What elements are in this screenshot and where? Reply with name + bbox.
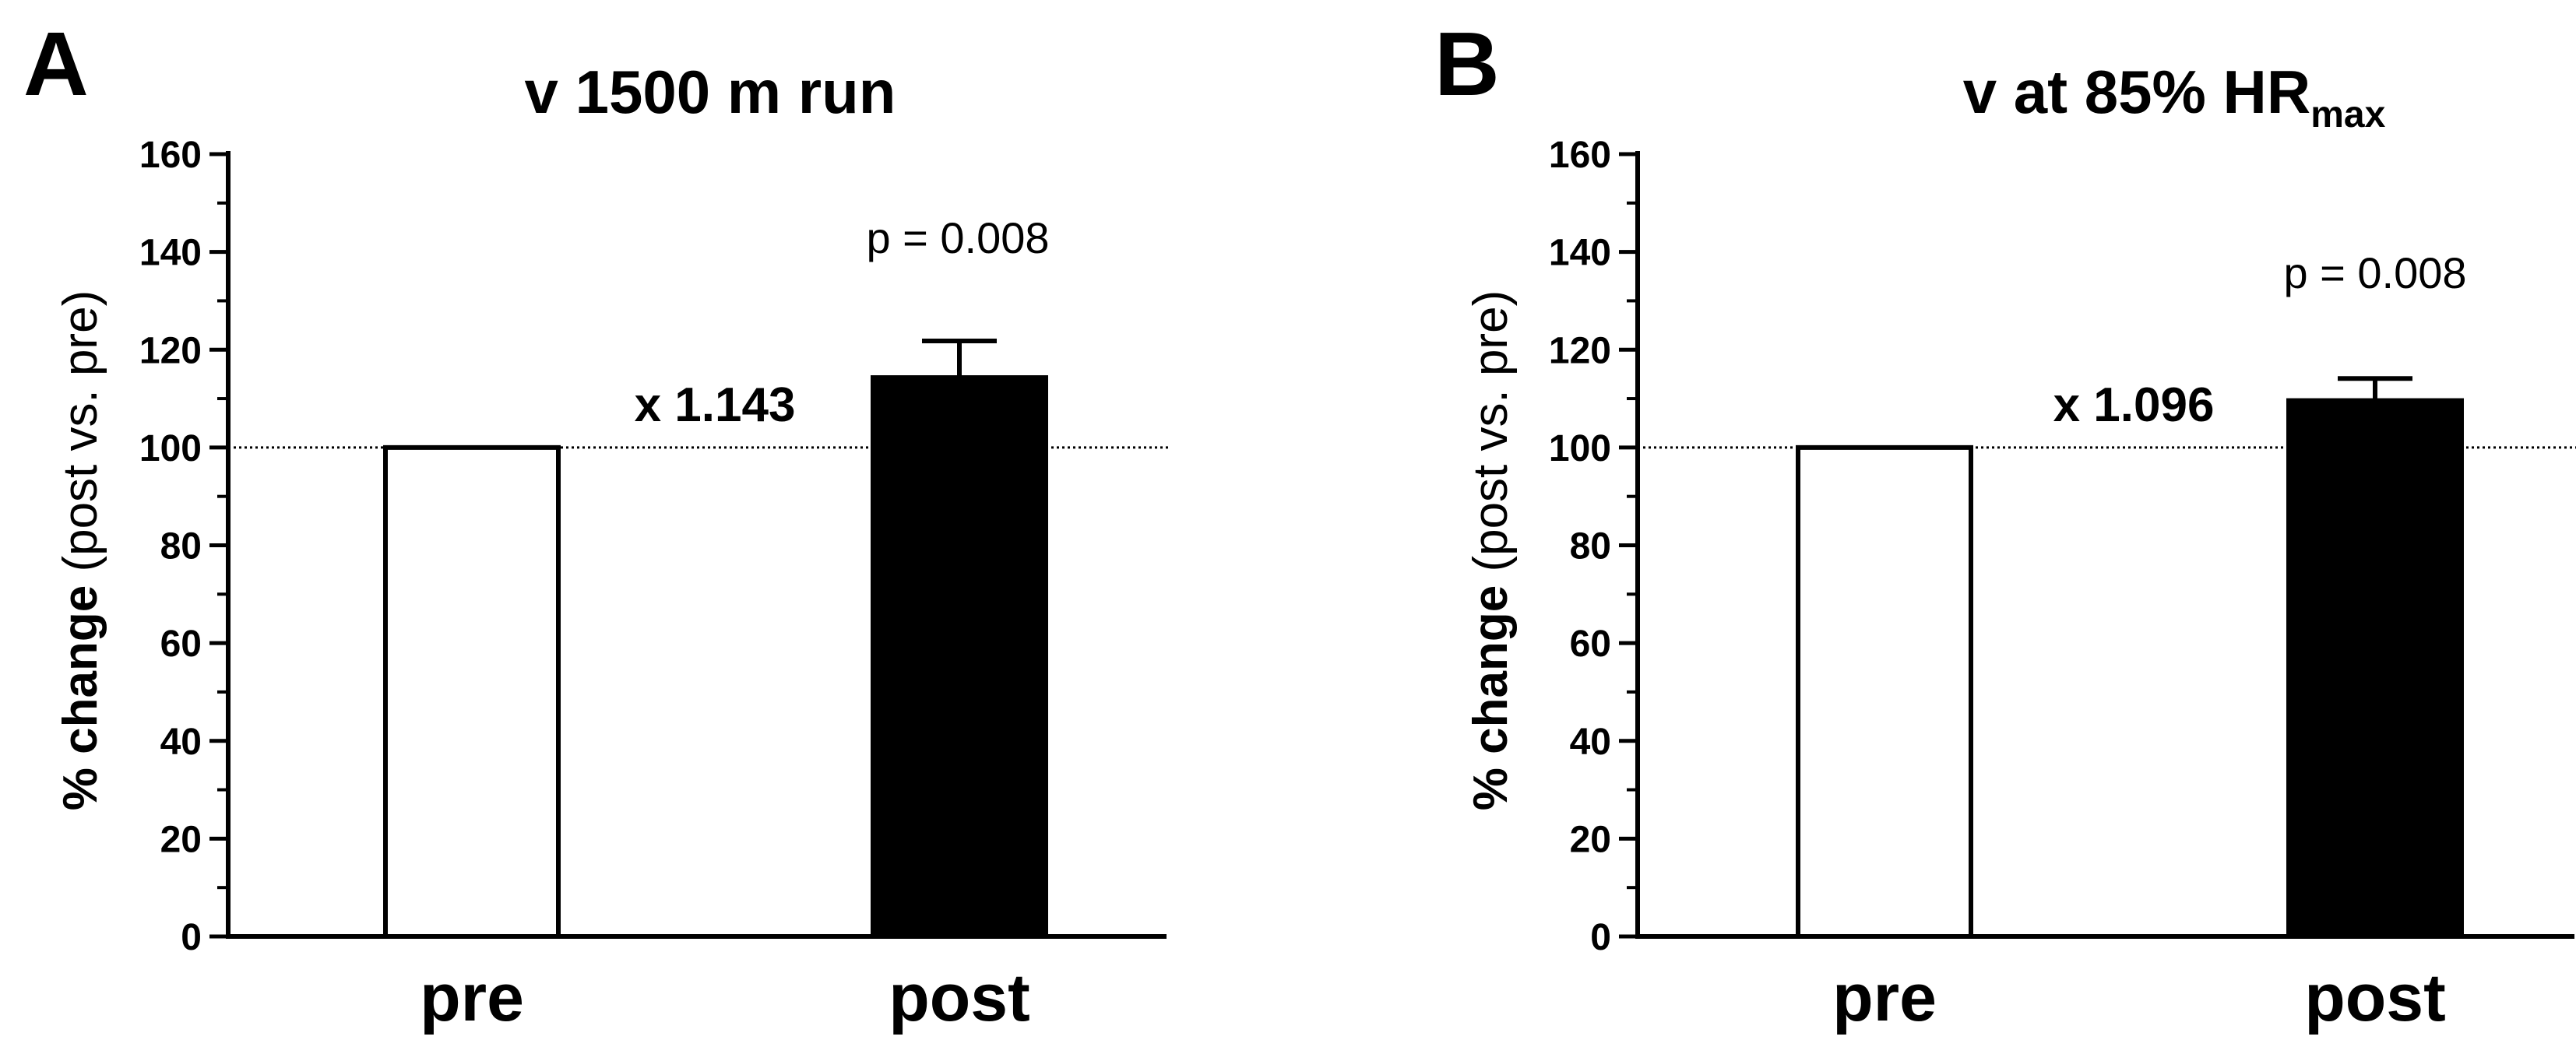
y-tick-label: 20 xyxy=(160,819,202,860)
x-tick-label-post: post xyxy=(2304,961,2446,1035)
y-tick-label: 20 xyxy=(1570,819,1611,860)
x-tick-label-pre: pre xyxy=(420,961,524,1035)
bar-pre xyxy=(383,444,561,939)
bar-post xyxy=(2286,398,2464,939)
y-tick-label: 120 xyxy=(1549,330,1611,371)
chart-title: v 1500 m run xyxy=(525,58,896,126)
x-tick-label-post: post xyxy=(889,961,1030,1035)
y-tick-label: 120 xyxy=(139,330,202,371)
p-value-label: p = 0.008 xyxy=(2283,248,2466,297)
bar-post xyxy=(871,375,1048,940)
chart-title-subscript: max xyxy=(2310,94,2385,135)
y-tick-label: 40 xyxy=(1570,722,1611,763)
y-tick-label: 80 xyxy=(1570,526,1611,567)
y-tick-label: 160 xyxy=(1549,135,1611,176)
y-tick-label: 100 xyxy=(139,428,202,469)
y-tick-label: 140 xyxy=(139,233,202,274)
y-axis-label-bold: % change xyxy=(54,585,107,810)
panel-a: A v 1500 m run % change (post vs. pre) x… xyxy=(23,13,1168,1035)
y-tick-label: 0 xyxy=(181,917,202,958)
p-value-label: p = 0.008 xyxy=(866,213,1049,262)
plot-area: pre post 0 20 40 60 80 100 120 140 160 xyxy=(139,135,1168,1035)
y-tick-label: 0 xyxy=(1590,917,1611,958)
bar-pre xyxy=(1796,444,1973,939)
chart-title-main: v at 85% HR xyxy=(1963,58,2311,126)
panel-b: B v at 85% HRmax % change (post vs. pre)… xyxy=(1434,13,2576,1035)
y-axis-label-bold: % change xyxy=(1464,585,1518,810)
y-tick-label: 100 xyxy=(1549,428,1611,469)
y-axis-label: % change (post vs. pre) xyxy=(1464,290,1518,810)
chart-title: v at 85% HRmax xyxy=(1963,58,2386,135)
y-tick-label: 140 xyxy=(1549,233,1611,274)
fold-change-label: x 1.096 xyxy=(2053,378,2215,432)
y-axis-label-normal: (post vs. pre) xyxy=(1464,290,1518,585)
x-tick-label-pre: pre xyxy=(1832,961,1937,1035)
y-tick-label: 60 xyxy=(1570,624,1611,665)
y-axis-label: % change (post vs. pre) xyxy=(54,290,107,810)
y-tick-label: 60 xyxy=(160,624,202,665)
plot-area: pre post 0 20 40 60 80 100 120 140 160 xyxy=(1549,135,2576,1035)
fold-change-label: x 1.143 xyxy=(635,378,796,432)
y-tick-label: 160 xyxy=(139,135,202,176)
panel-letter: A xyxy=(23,13,89,114)
y-tick-label: 40 xyxy=(160,722,202,763)
y-tick-label: 80 xyxy=(160,526,202,567)
y-axis-label-normal: (post vs. pre) xyxy=(54,290,107,585)
panel-letter: B xyxy=(1434,13,1500,114)
